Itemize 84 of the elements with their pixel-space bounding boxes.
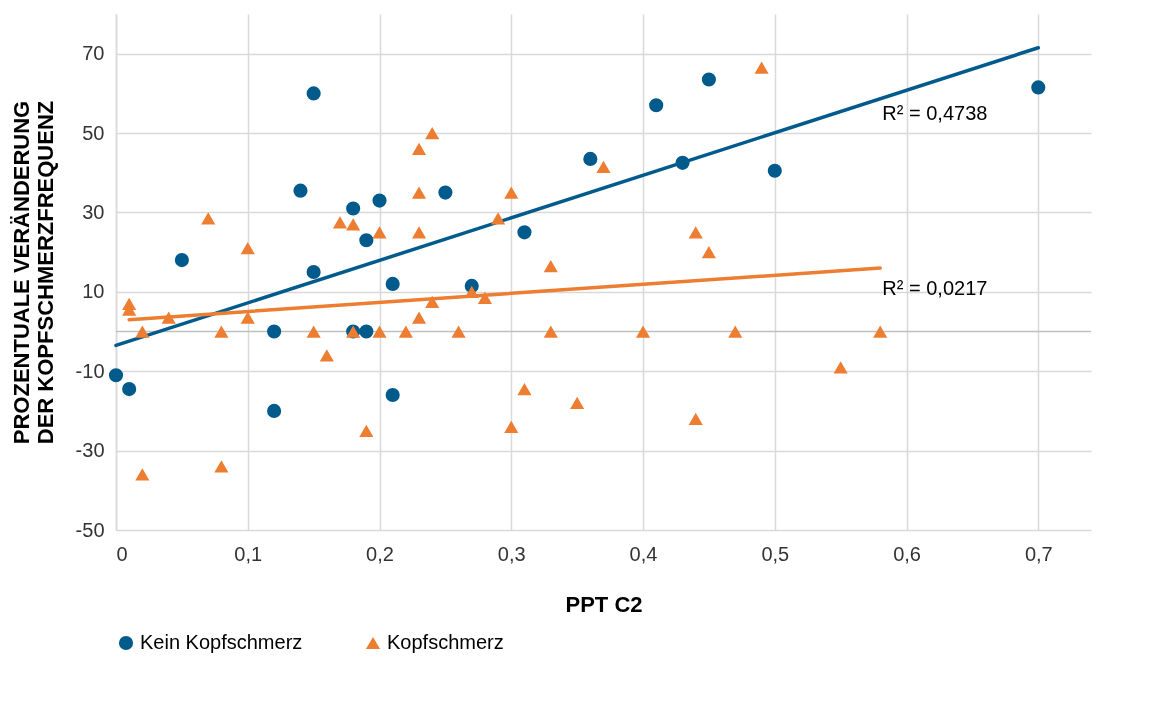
point	[411, 311, 427, 324]
point	[649, 98, 664, 113]
annotation: R² = 0,0217	[882, 277, 988, 300]
point	[385, 387, 400, 403]
x-tick-label: 0,1	[234, 542, 263, 565]
x-tick-label: 0	[116, 542, 128, 565]
y-tick-label: 10	[82, 280, 105, 303]
y-tick-label: -10	[75, 359, 105, 382]
point	[359, 424, 374, 437]
point	[451, 325, 466, 338]
point	[161, 311, 176, 324]
point	[346, 201, 361, 216]
point	[425, 295, 440, 308]
x-tick-label: 0,5	[761, 542, 790, 565]
point	[359, 324, 374, 339]
point	[438, 185, 453, 200]
point	[491, 212, 506, 225]
point	[174, 253, 189, 268]
point	[108, 368, 124, 383]
point	[728, 325, 743, 338]
y-axis-title: PROZENTUALE VERÄNDERUNG DER KOPFSCHMERZFREQUENZ	[8, 100, 58, 445]
point	[833, 361, 848, 374]
legend-label: Kopfschmerz	[387, 631, 504, 653]
point	[688, 226, 703, 239]
y-tick-label: 50	[82, 121, 105, 144]
point	[701, 72, 716, 87]
point	[517, 225, 532, 240]
point	[332, 216, 348, 229]
point	[346, 218, 361, 231]
point	[293, 183, 308, 198]
point	[411, 142, 427, 156]
point	[411, 226, 427, 239]
x-tick-label: 0,2	[366, 542, 394, 565]
point	[754, 61, 769, 74]
point	[504, 186, 519, 199]
annotation: R² = 0,4738	[882, 102, 988, 125]
point	[267, 324, 282, 339]
point	[214, 460, 229, 473]
point	[214, 325, 229, 338]
point	[359, 233, 374, 248]
x-tick-label: 0,3	[497, 542, 526, 565]
point	[306, 86, 321, 101]
point	[504, 420, 519, 433]
point	[411, 186, 427, 199]
point	[135, 468, 150, 481]
point	[372, 325, 387, 338]
point	[477, 291, 492, 304]
point	[583, 151, 598, 166]
x-tick-label: 0,4	[629, 542, 658, 565]
point	[688, 412, 703, 425]
point	[425, 126, 440, 140]
point	[1031, 80, 1046, 95]
point	[306, 264, 321, 280]
point	[543, 325, 558, 338]
point	[306, 325, 321, 338]
point	[701, 246, 716, 259]
point	[767, 163, 782, 178]
point	[464, 285, 479, 298]
point	[570, 396, 585, 410]
point	[517, 382, 532, 396]
point	[543, 259, 558, 273]
point	[596, 160, 611, 173]
point	[635, 325, 651, 338]
point	[122, 382, 137, 397]
point	[398, 325, 413, 338]
point	[372, 193, 387, 208]
x-axis-title: PPT C2	[565, 591, 643, 617]
point	[135, 325, 150, 338]
point	[675, 155, 690, 170]
point	[201, 212, 216, 225]
y-tick-label: 70	[82, 42, 105, 65]
y-tick-label: 30	[82, 200, 105, 223]
y-tick-label: -30	[75, 439, 105, 462]
x-tick-label: 0,6	[893, 542, 921, 565]
point	[319, 349, 334, 362]
point	[873, 325, 888, 338]
point	[385, 276, 400, 291]
x-tick-label: 0,7	[1024, 542, 1053, 565]
point	[240, 242, 255, 255]
point	[267, 403, 282, 418]
y-tick-label: -50	[75, 518, 105, 541]
point	[240, 311, 255, 324]
point	[372, 226, 387, 239]
legend-label: Kein Kopfschmerz	[140, 631, 303, 653]
